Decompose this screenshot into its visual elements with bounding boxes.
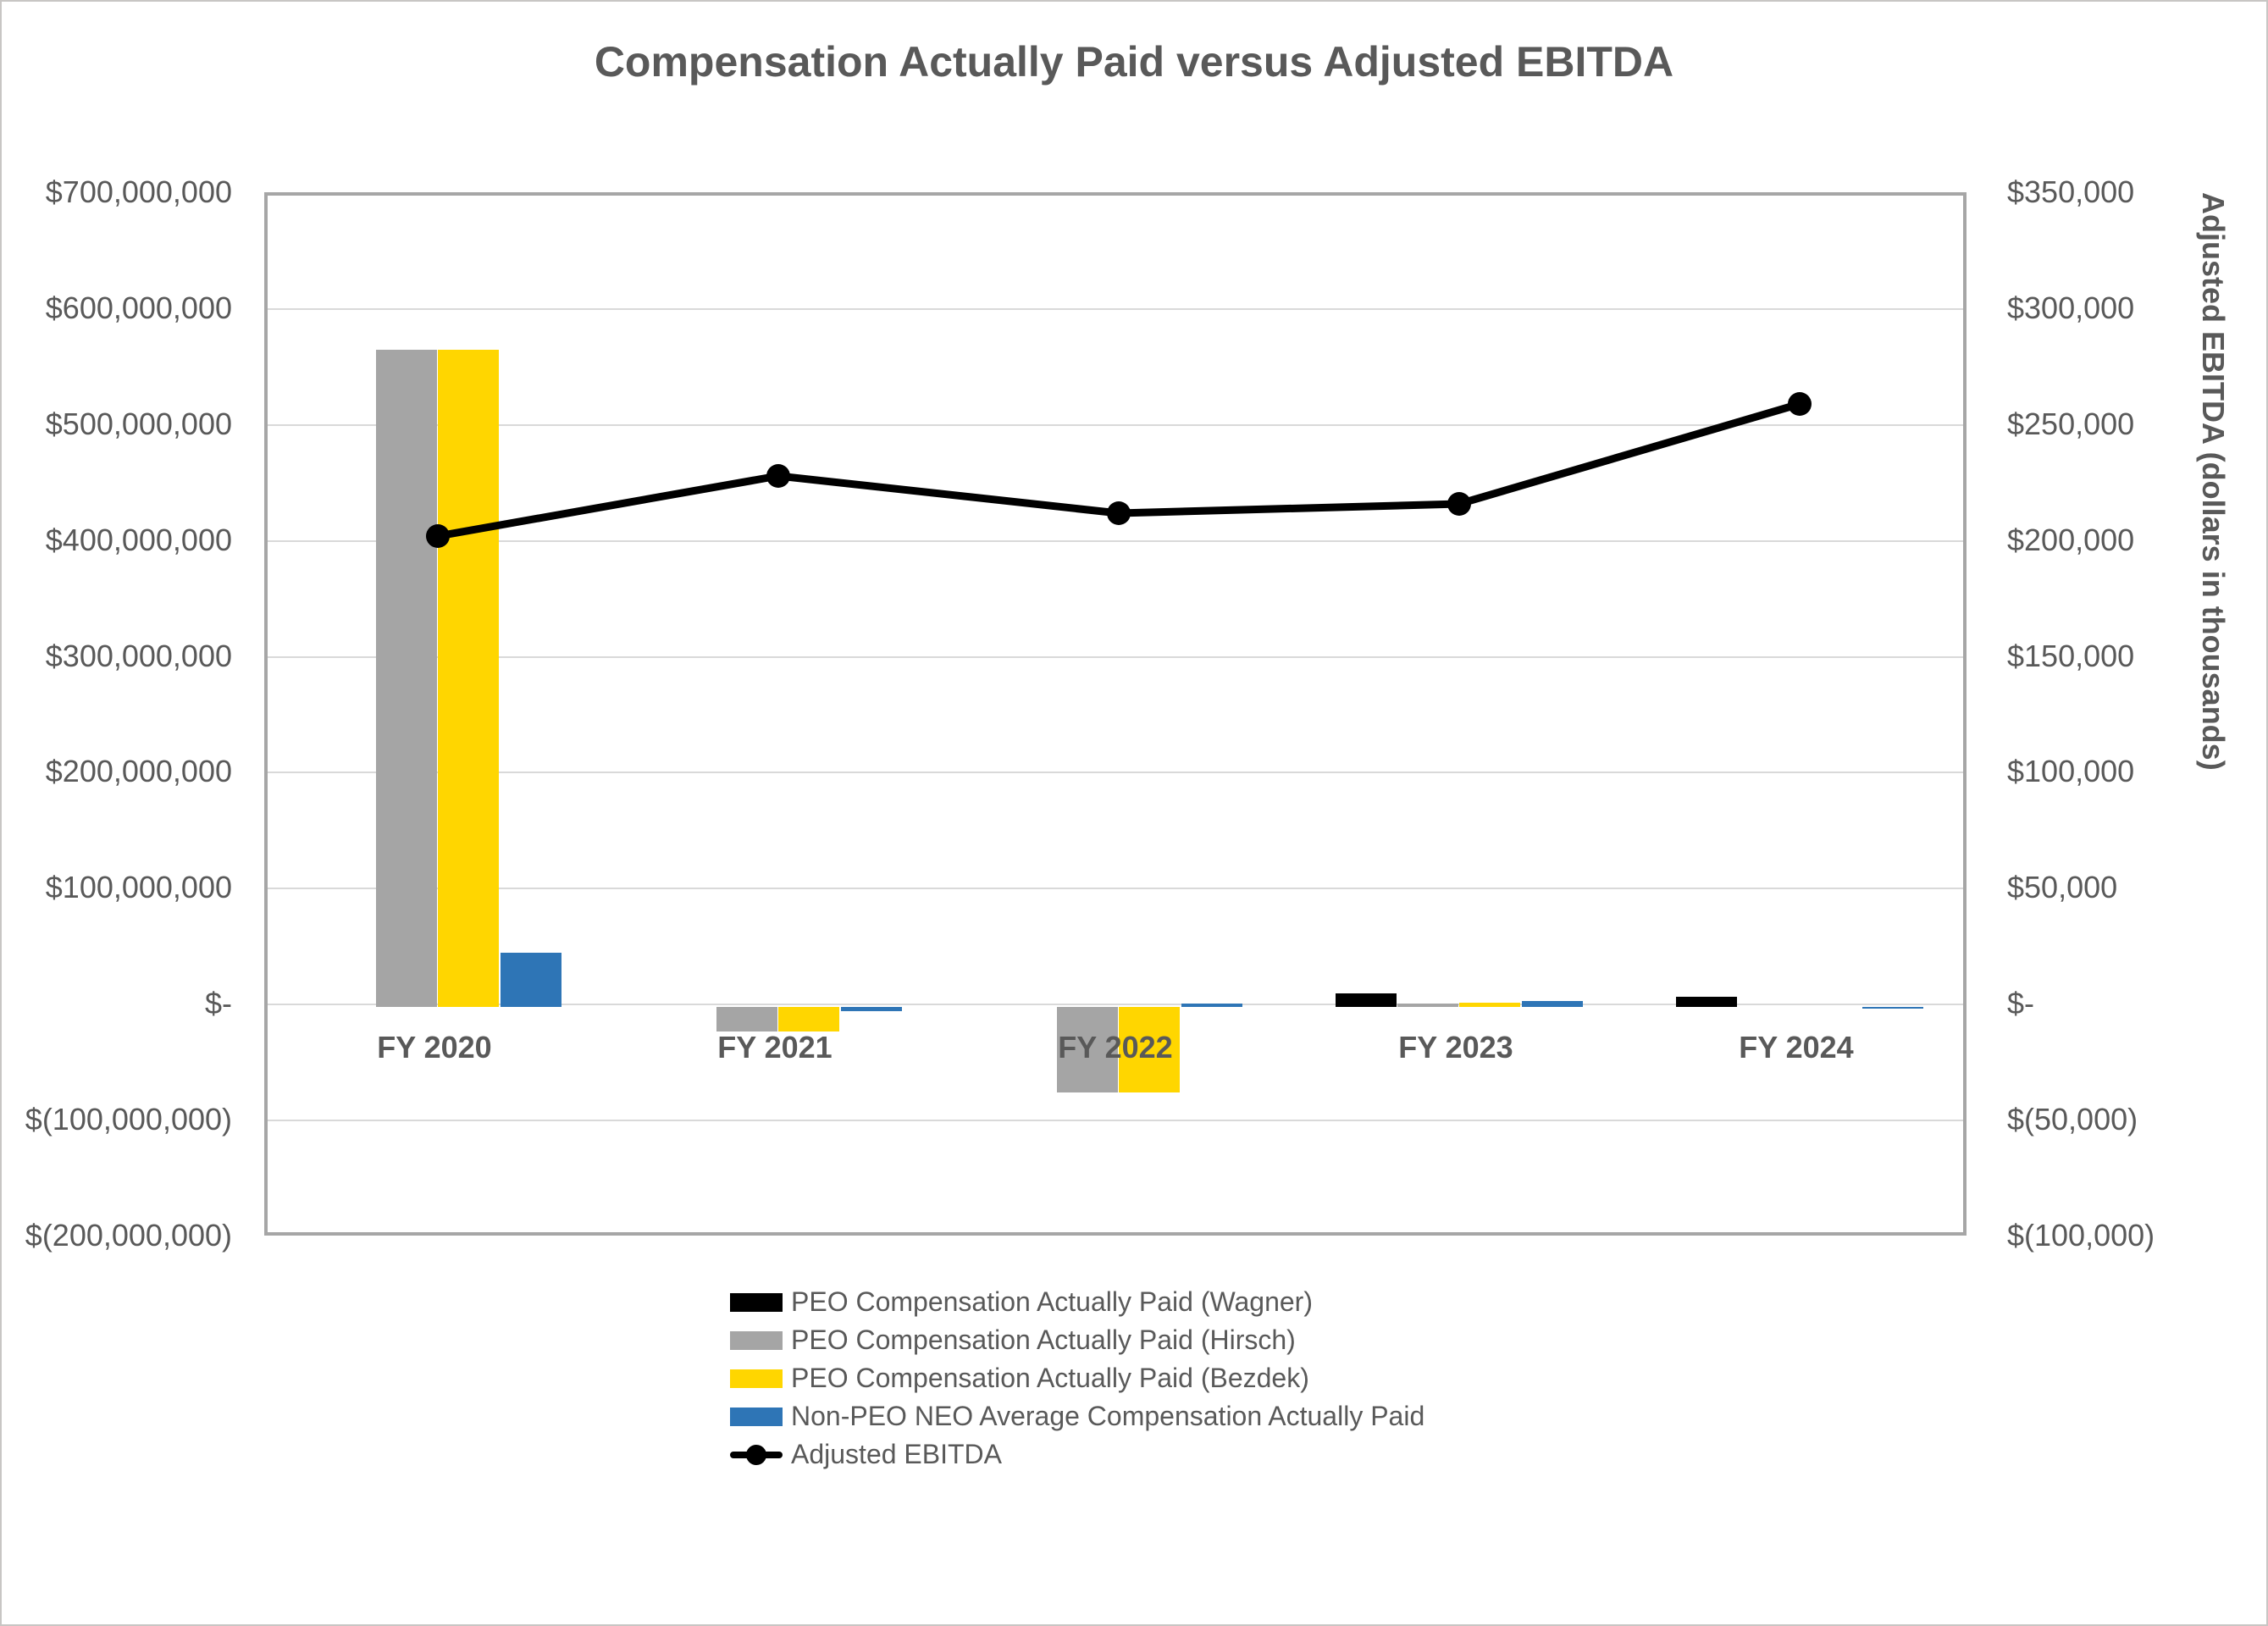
legend-dot-icon — [746, 1444, 766, 1465]
left-axis-tick: $700,000,000 — [45, 174, 232, 209]
gridline — [268, 1004, 1963, 1005]
legend-label: PEO Compensation Actually Paid (Hirsch) — [791, 1325, 1296, 1355]
legend-label: Adjusted EBITDA — [791, 1439, 1002, 1469]
gridline — [268, 308, 1963, 310]
legend-swatch — [730, 1330, 783, 1350]
right-axis-tick: $200,000 — [2007, 523, 2135, 557]
left-axis-tick: $300,000,000 — [45, 639, 232, 673]
legend-item: PEO Compensation Actually Paid (Hirsch) — [730, 1321, 1424, 1359]
legend-label: PEO Compensation Actually Paid (Bezdek) — [791, 1363, 1309, 1393]
right-axis-tick: $(100,000) — [2007, 1218, 2155, 1253]
bar-peo-compensation-actually-paid-hirsch-fy-2021 — [716, 1007, 777, 1031]
right-axis-tick: $50,000 — [2007, 870, 2118, 904]
ebitda-marker — [1107, 501, 1131, 525]
right-axis-title: Adjusted EBITDA (dollars in thousands) — [2196, 192, 2231, 771]
chart-title: Compensation Actually Paid versus Adjust… — [594, 38, 1674, 86]
left-axis-tick: $600,000,000 — [45, 290, 232, 325]
bar-peo-compensation-actually-paid-hirsch-fy-2020 — [376, 350, 437, 1007]
bar-peo-compensation-actually-paid-bezdek-fy-2020 — [438, 350, 499, 1007]
legend-swatch — [730, 1407, 783, 1426]
legend: PEO Compensation Actually Paid (Wagner) P… — [730, 1283, 1424, 1474]
gridline — [268, 888, 1963, 889]
right-axis-tick: $350,000 — [2007, 174, 2135, 209]
left-axis-tick: $500,000,000 — [45, 406, 232, 441]
right-axis-tick: $150,000 — [2007, 639, 2135, 673]
legend-label: PEO Compensation Actually Paid (Wagner) — [791, 1286, 1313, 1317]
legend-item: Adjusted EBITDA — [730, 1435, 1424, 1474]
bar-non-peo-neo-average-compensation-actually-paid-fy-2024 — [1862, 1007, 1923, 1009]
gridline — [268, 772, 1963, 773]
bar-non-peo-neo-average-compensation-actually-paid-fy-2021 — [841, 1007, 902, 1011]
ebitda-marker — [766, 464, 790, 488]
left-axis-tick: $- — [204, 986, 232, 1020]
gridline — [268, 540, 1963, 542]
category-label: FY 2023 — [1398, 1030, 1513, 1065]
ebitda-marker — [1788, 392, 1812, 416]
ebitda-marker — [426, 524, 450, 548]
legend-item: Non-PEO NEO Average Compensation Actuall… — [730, 1397, 1424, 1435]
left-axis-tick: $(100,000,000) — [25, 1102, 232, 1137]
bar-peo-compensation-actually-paid-wagner-fy-2023 — [1336, 993, 1397, 1007]
left-axis-tick: $200,000,000 — [45, 754, 232, 788]
category-label: FY 2020 — [377, 1030, 492, 1065]
bar-non-peo-neo-average-compensation-actually-paid-fy-2022 — [1181, 1004, 1242, 1007]
category-label: FY 2022 — [1058, 1030, 1173, 1065]
legend-label: Non-PEO NEO Average Compensation Actuall… — [791, 1401, 1425, 1431]
category-label: FY 2021 — [717, 1030, 833, 1065]
right-axis-tick: $100,000 — [2007, 754, 2135, 788]
left-axis-tick: $100,000,000 — [45, 870, 232, 904]
bar-peo-compensation-actually-paid-bezdek-fy-2023 — [1459, 1003, 1520, 1007]
legend-swatch — [730, 1292, 783, 1312]
right-axis-tick: $(50,000) — [2007, 1102, 2138, 1137]
left-axis-tick: $(200,000,000) — [25, 1218, 232, 1253]
bar-non-peo-neo-average-compensation-actually-paid-fy-2023 — [1522, 1001, 1583, 1007]
bar-peo-compensation-actually-paid-hirsch-fy-2023 — [1397, 1004, 1458, 1007]
gridline — [268, 424, 1963, 426]
legend-swatch — [730, 1369, 783, 1388]
right-axis-tick: $- — [2007, 986, 2035, 1020]
bar-peo-compensation-actually-paid-hirsch-fy-2022 — [1057, 1007, 1118, 1092]
bar-peo-compensation-actually-paid-bezdek-fy-2022 — [1119, 1007, 1180, 1092]
adjusted-ebitda-line — [426, 392, 1812, 548]
bar-non-peo-neo-average-compensation-actually-paid-fy-2020 — [501, 953, 561, 1007]
ebitda-marker — [1447, 492, 1471, 516]
legend-item: PEO Compensation Actually Paid (Bezdek) — [730, 1359, 1424, 1397]
bar-peo-compensation-actually-paid-bezdek-fy-2021 — [778, 1007, 839, 1031]
legend-line-marker-sample — [730, 1444, 783, 1465]
right-axis-tick: $250,000 — [2007, 406, 2135, 441]
legend-item: PEO Compensation Actually Paid (Wagner) — [730, 1283, 1424, 1321]
gridline — [268, 656, 1963, 658]
gridline — [268, 1120, 1963, 1121]
left-axis-tick: $400,000,000 — [45, 523, 232, 557]
right-axis-tick: $300,000 — [2007, 290, 2135, 325]
bar-peo-compensation-actually-paid-wagner-fy-2024 — [1676, 997, 1737, 1007]
category-label: FY 2024 — [1739, 1030, 1854, 1065]
plot-area — [264, 192, 1967, 1236]
